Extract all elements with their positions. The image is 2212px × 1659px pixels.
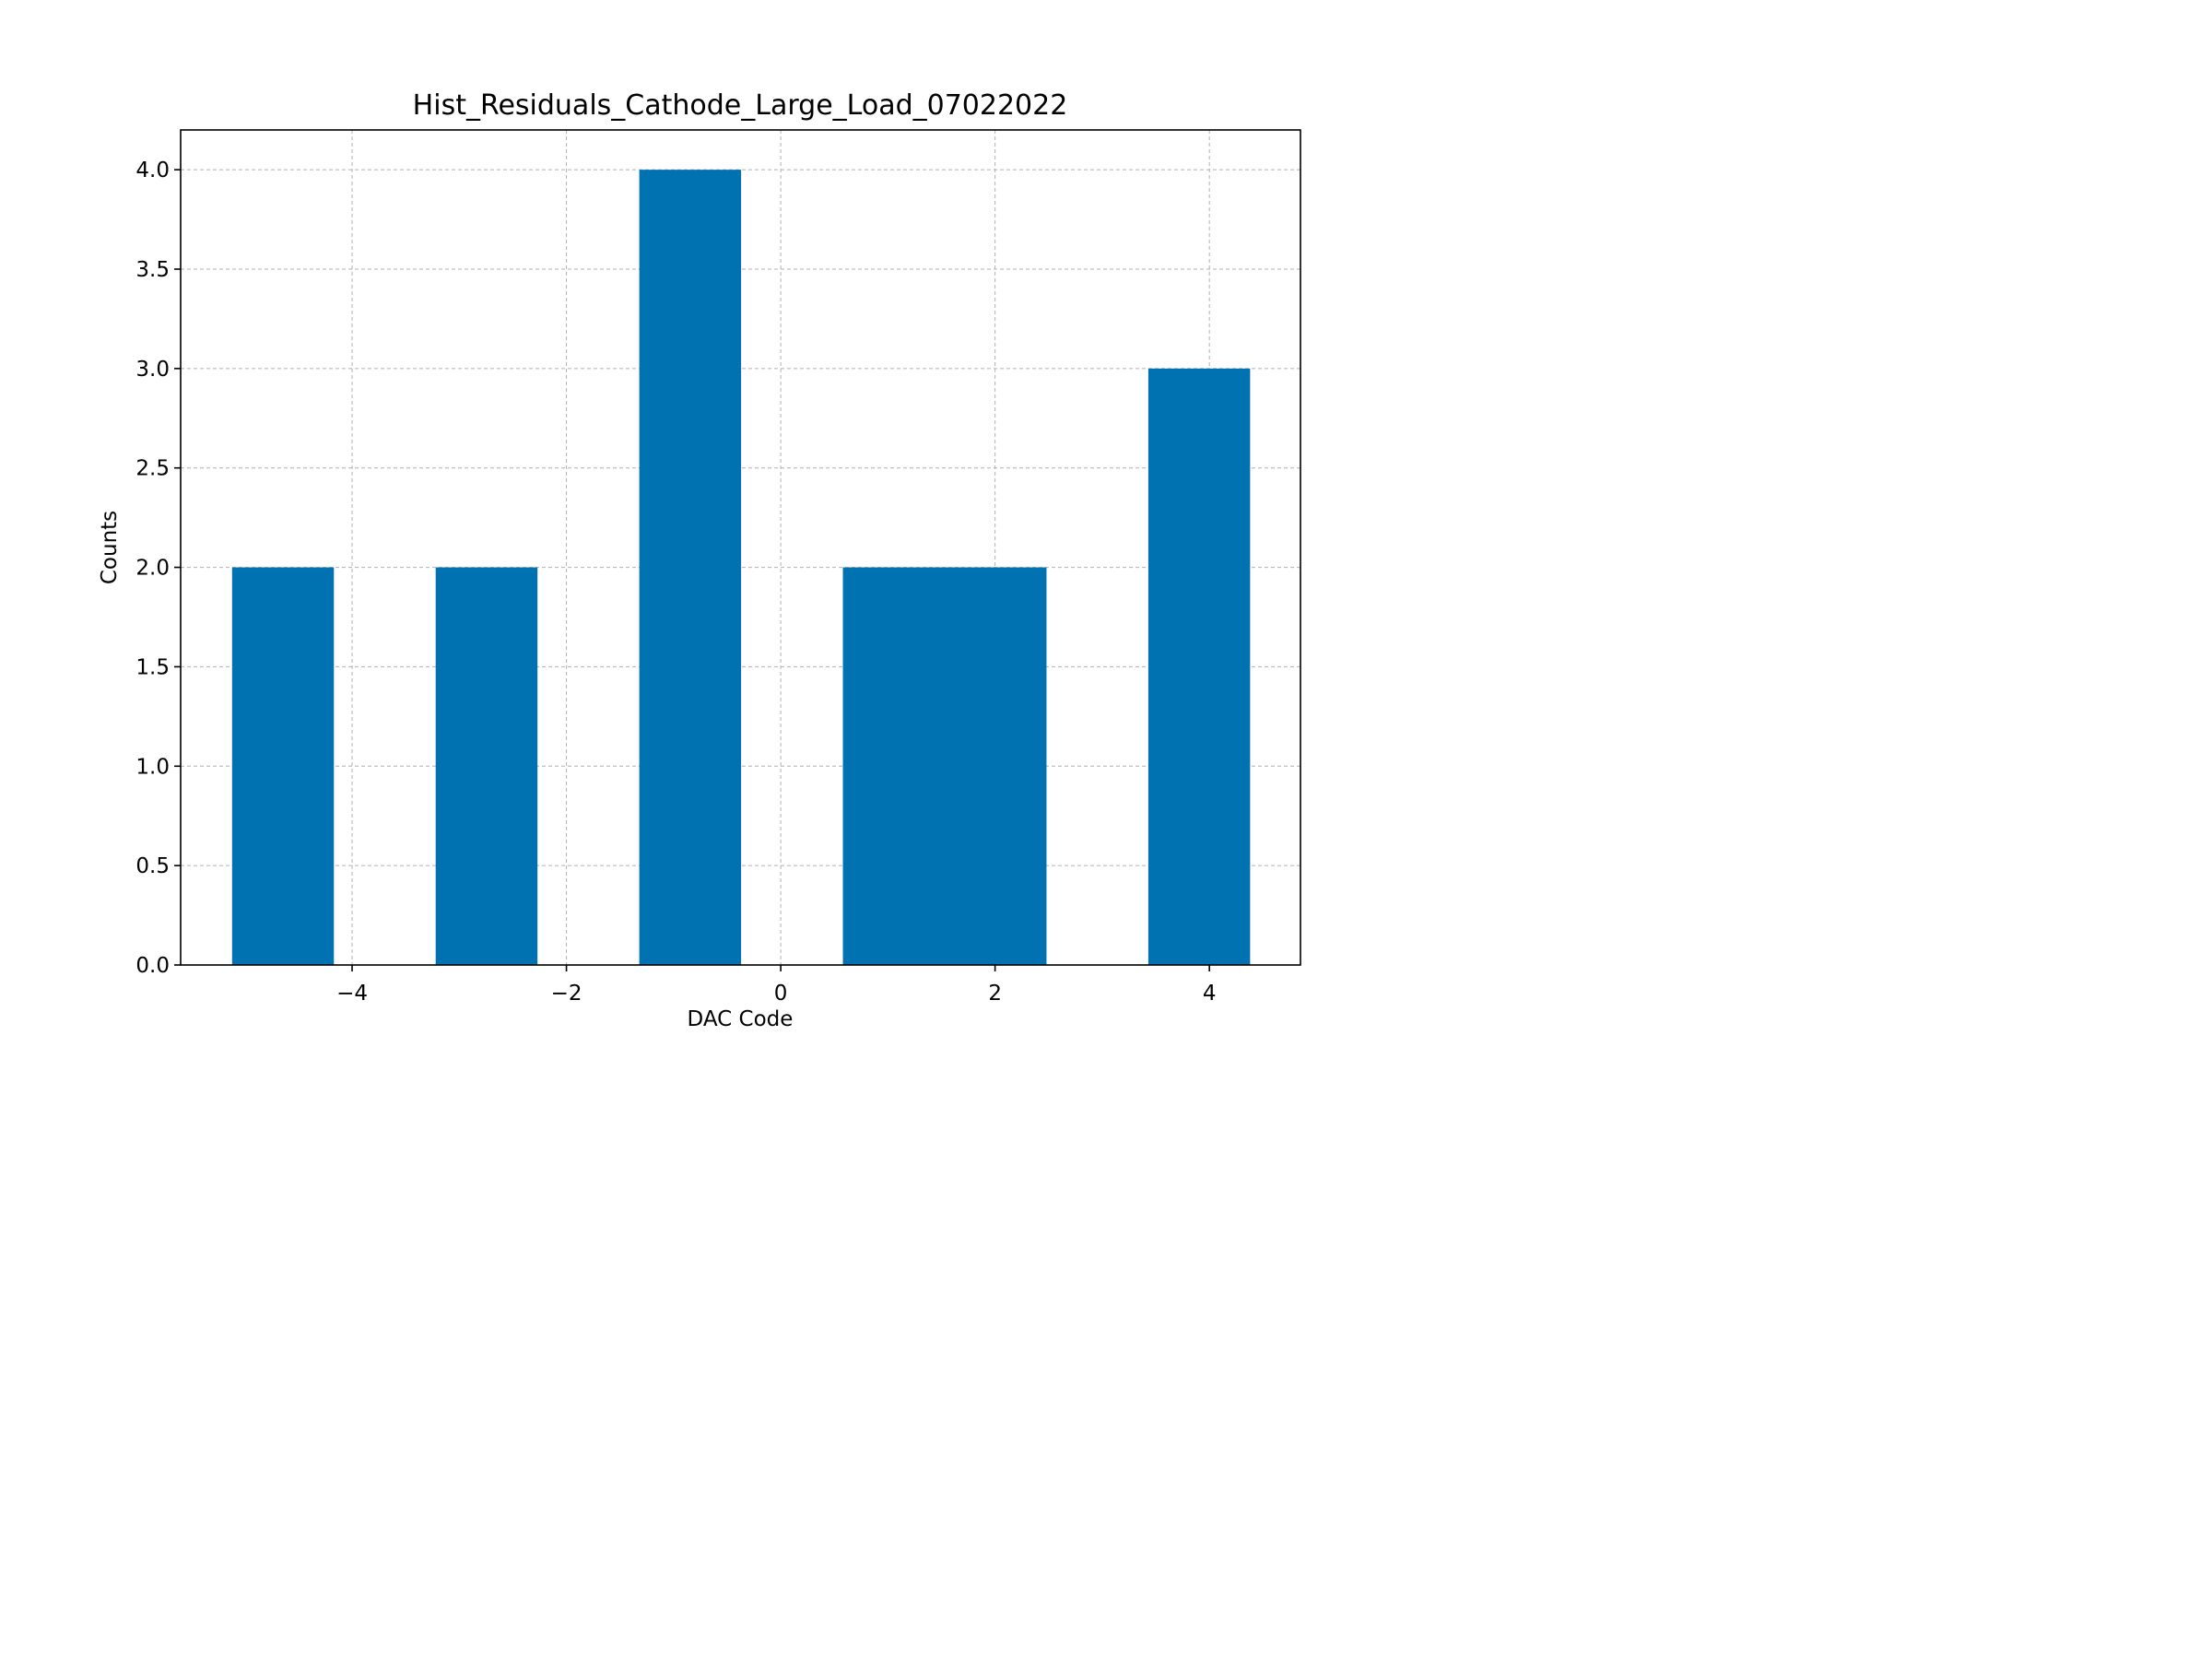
x-tick-label: 0	[774, 982, 788, 1006]
x-tick-label: −4	[336, 982, 368, 1006]
plot-frame	[180, 129, 1301, 966]
histogram-bar	[1147, 368, 1251, 965]
histogram-bars	[231, 170, 1251, 966]
axis-ticks: −4 −2 0 2 4 0.0 0.5 1.0 1.5 2.0 2.5 3.0 3.5 4.0	[135, 159, 1216, 1006]
y-tick-label: 1.0	[135, 755, 170, 779]
histogram-bar	[944, 567, 1047, 965]
x-tick-label: −2	[551, 982, 582, 1006]
histogram-bar	[639, 170, 742, 966]
y-tick-label: 0.5	[135, 854, 170, 878]
x-tick-label: 2	[988, 982, 1002, 1006]
grid-lines	[181, 130, 1300, 966]
y-tick-label: 3.0	[135, 358, 170, 382]
histogram-bar	[435, 567, 538, 965]
y-tick-label: 2.5	[135, 457, 170, 481]
chart-title: Hist_Residuals_Cathode_Large_Load_070220…	[413, 89, 1068, 122]
y-axis-label: Counts	[98, 511, 122, 584]
y-tick-label: 2.0	[135, 557, 170, 581]
y-tick-label: 1.5	[135, 655, 170, 679]
x-tick-label: 4	[1203, 982, 1217, 1006]
y-tick-label: 4.0	[135, 159, 170, 182]
x-axis-label: DAC Code	[688, 1007, 794, 1031]
y-tick-label: 0.0	[135, 954, 170, 978]
histogram-bar	[842, 567, 945, 965]
histogram-chart: Hist_Residuals_Cathode_Large_Load_070220…	[98, 89, 1301, 1031]
histogram-bar	[231, 567, 335, 965]
y-tick-label: 3.5	[135, 258, 170, 282]
